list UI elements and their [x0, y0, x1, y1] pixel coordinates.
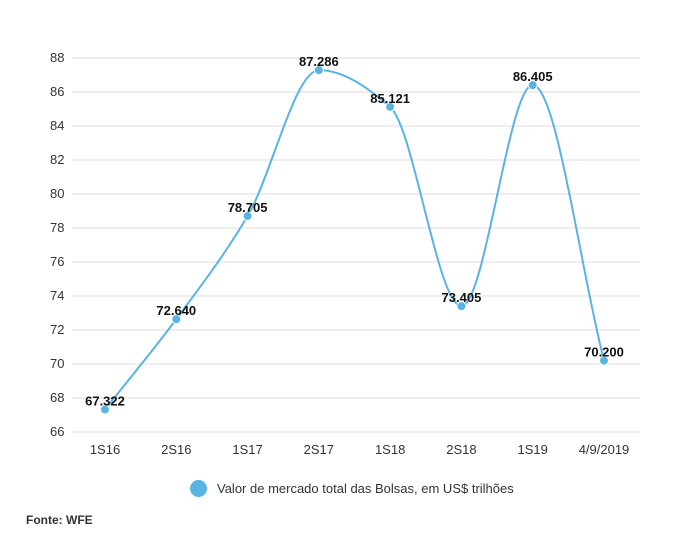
data-point: [100, 404, 110, 415]
y-tick-label: 72: [50, 322, 64, 337]
legend: Valor de mercado total das Bolsas, em US…: [190, 480, 514, 497]
series-line: [104, 69, 605, 411]
x-tick-label: 2S17: [304, 442, 334, 457]
data-label: 87.286: [299, 54, 339, 69]
data-point: [456, 301, 467, 312]
y-tick-label: 84: [50, 118, 64, 133]
y-tick-label: 88: [50, 50, 64, 65]
data-label: 70.200: [584, 345, 624, 360]
x-axis: 1S16 2S16 1S17 2S17 1S18 2S18 1S19 4/9/2019: [90, 442, 629, 457]
line-chart: 66 68 70 72 74 76 78 80 82 84 86 88 1S16 2S16 1S17 2S1…: [50, 50, 640, 457]
y-tick-label: 74: [50, 288, 64, 303]
data-point: [599, 355, 609, 366]
source-note: Fonte: WFE: [26, 513, 93, 527]
legend-label: Valor de mercado total das Bolsas, em US…: [217, 481, 514, 496]
data-label: 85.121: [370, 91, 410, 106]
y-axis: 66 68 70 72 74 76 78 80 82 84 86 88: [50, 50, 64, 439]
x-tick-label: 1S17: [232, 442, 262, 457]
data-label: 72.640: [156, 303, 196, 318]
y-tick-label: 86: [50, 84, 64, 99]
legend-marker: [190, 480, 207, 497]
data-points: [100, 65, 609, 415]
y-tick-label: 78: [50, 220, 64, 235]
x-tick-label: 1S16: [90, 442, 120, 457]
data-label: 86.405: [513, 69, 553, 84]
y-tick-label: 76: [50, 254, 64, 269]
x-tick-label: 4/9/2019: [579, 442, 630, 457]
data-point: [242, 211, 253, 222]
data-label: 73.405: [442, 290, 482, 305]
x-tick-label: 2S16: [161, 442, 191, 457]
data-point: [385, 101, 396, 112]
data-label: 78.705: [228, 200, 268, 215]
y-tick-label: 66: [50, 424, 64, 439]
series-line-path: [104, 69, 605, 411]
x-tick-label: 1S18: [375, 442, 405, 457]
y-tick-label: 70: [50, 356, 64, 371]
x-tick-label: 2S18: [446, 442, 476, 457]
data-labels: 67.322 72.640 78.705 87.286 85.121 73.405 86.4…: [85, 54, 624, 408]
y-tick-label: 68: [50, 390, 64, 405]
y-tick-label: 82: [50, 152, 64, 167]
data-point: [527, 80, 538, 91]
data-label: 67.322: [85, 394, 125, 409]
y-tick-label: 80: [50, 186, 64, 201]
data-point: [313, 65, 324, 76]
gridlines: [72, 57, 640, 433]
data-point: [171, 314, 182, 325]
x-tick-label: 1S19: [518, 442, 548, 457]
